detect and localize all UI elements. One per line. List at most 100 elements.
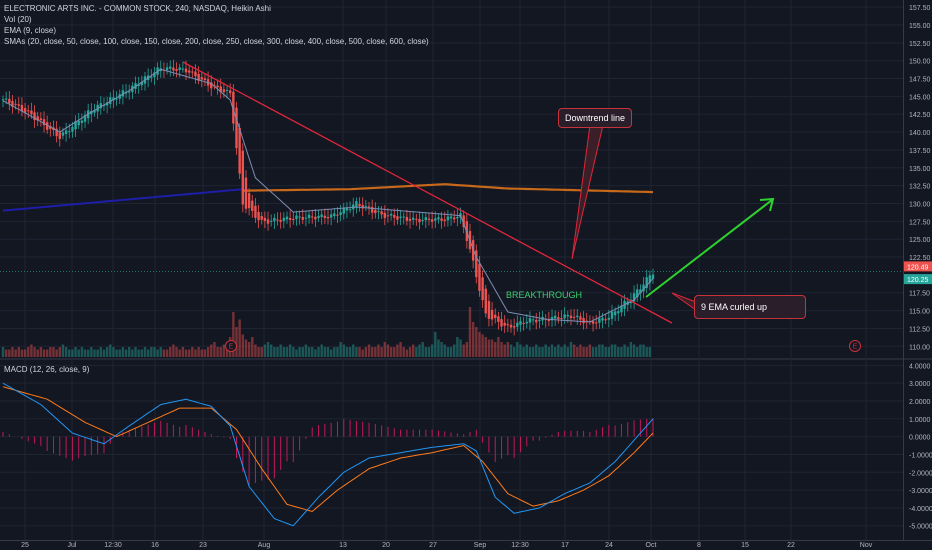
- volume-bar: [216, 347, 219, 357]
- volume-bar: [329, 349, 333, 357]
- candle-body: [210, 82, 213, 89]
- candle-body: [557, 317, 560, 320]
- volume-bar: [389, 347, 393, 357]
- ema-legend[interactable]: EMA (9, close): [4, 26, 57, 35]
- time-tick-label: 8: [697, 542, 701, 549]
- volume-bar: [162, 349, 166, 357]
- candle-body: [197, 73, 200, 81]
- candle-body: [263, 217, 267, 221]
- volume-bar: [323, 347, 327, 357]
- candle-body: [434, 218, 437, 221]
- candle-body: [11, 101, 14, 107]
- candle-body: [519, 321, 522, 325]
- candle-body: [270, 220, 273, 222]
- volume-bar: [238, 319, 241, 357]
- candle-body: [553, 315, 557, 319]
- volume-bar: [178, 349, 181, 357]
- candle-body: [443, 219, 446, 221]
- volume-bar: [49, 347, 52, 357]
- vol-legend[interactable]: Vol (20): [4, 15, 32, 24]
- volume-bar: [500, 342, 503, 357]
- volume-bar: [301, 347, 304, 357]
- volume-bar: [629, 342, 633, 357]
- volume-bar: [490, 339, 494, 357]
- candle-body: [396, 216, 399, 220]
- volume-bar: [276, 347, 279, 357]
- candle-body: [456, 216, 459, 219]
- volume-bar: [304, 344, 308, 357]
- candle-body: [610, 311, 614, 319]
- candle-body: [128, 91, 131, 93]
- candle-body: [33, 112, 36, 121]
- candle-body: [361, 205, 364, 209]
- volume-bar: [588, 344, 592, 357]
- volume-bar: [33, 347, 36, 357]
- candle-body: [386, 215, 390, 217]
- candle-body: [36, 116, 39, 121]
- price-tick-label: 142.50: [909, 112, 931, 119]
- candle-body: [109, 97, 112, 104]
- time-tick-label: 23: [199, 542, 207, 549]
- candle-body: [14, 103, 17, 105]
- volume-bar: [497, 337, 500, 357]
- candle-body: [348, 209, 352, 211]
- volume-bar: [607, 347, 611, 357]
- candle-body: [494, 314, 497, 318]
- candle-body: [342, 207, 345, 214]
- macd-tick-label: -4.0000: [909, 506, 932, 513]
- candle-body: [478, 263, 481, 291]
- candle-body: [487, 301, 491, 319]
- ema-curl-callout: 9 EMA curled up: [694, 295, 806, 319]
- symbol-legend[interactable]: ELECTRONIC ARTS INC. - COMMON STOCK, 240…: [4, 4, 271, 13]
- candle-body: [607, 317, 611, 320]
- candle-body: [194, 71, 197, 77]
- smas-legend[interactable]: SMAs (20, close, 50, close, 100, close, …: [4, 37, 429, 46]
- volume-bar: [194, 349, 197, 357]
- volume-bar: [175, 347, 178, 357]
- price-tick-label: 112.50: [909, 326, 930, 333]
- earnings-marker-label: E: [229, 344, 234, 351]
- price-tick-label: 125.00: [909, 237, 931, 244]
- volume-bar: [169, 347, 172, 357]
- time-tick-label: 27: [429, 542, 437, 549]
- volume-bar: [544, 344, 547, 357]
- candle-body: [241, 150, 245, 205]
- volume-bar: [471, 322, 475, 357]
- price-tick-label: 155.00: [909, 23, 931, 30]
- candle-body: [531, 319, 535, 321]
- volume-bar: [402, 347, 405, 357]
- ema-line: [2, 68, 654, 323]
- macd-legend[interactable]: MACD (12, 26, close, 9): [4, 365, 90, 374]
- price-tick-label: 140.00: [909, 130, 931, 137]
- volume-bar: [112, 347, 115, 357]
- candle-body: [77, 120, 80, 126]
- candle-body: [522, 322, 525, 324]
- volume-bar: [525, 344, 528, 357]
- candle-body: [585, 320, 588, 322]
- price-tick-label: 132.50: [909, 184, 931, 191]
- candle-body: [380, 211, 383, 215]
- volume-bar: [595, 347, 598, 357]
- candle-body: [320, 214, 323, 218]
- candle-body: [377, 211, 380, 213]
- candle-body: [216, 85, 219, 88]
- volume-bar: [181, 347, 185, 357]
- candle-body: [471, 240, 475, 261]
- volume-bar: [547, 347, 551, 357]
- candle-body: [222, 89, 226, 93]
- volume-bar: [512, 347, 516, 357]
- volume-bar: [623, 344, 626, 357]
- candle-body: [462, 215, 465, 228]
- candle-body: [257, 211, 260, 221]
- price-tick-label: 110.00: [909, 344, 930, 351]
- candle-body: [137, 84, 140, 86]
- candle-body: [550, 317, 554, 321]
- volume-bar: [437, 339, 440, 357]
- volume-bar: [311, 347, 314, 357]
- volume-bar: [367, 344, 371, 357]
- volume-bar: [187, 349, 191, 357]
- ema-path: [2, 68, 654, 323]
- volume-bar: [503, 344, 506, 357]
- volume-bar: [541, 347, 544, 357]
- volume-bar: [52, 347, 55, 357]
